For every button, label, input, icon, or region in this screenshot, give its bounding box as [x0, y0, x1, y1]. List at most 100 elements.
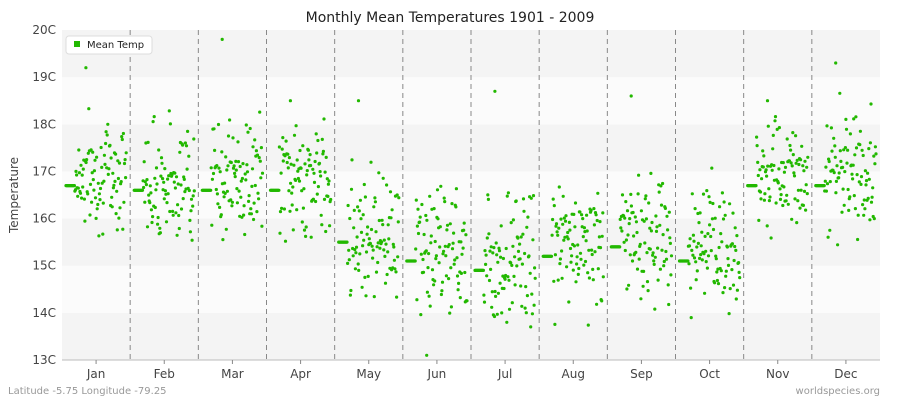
data-point	[444, 274, 448, 278]
data-point	[223, 191, 227, 195]
data-point	[364, 250, 369, 254]
data-point	[419, 252, 423, 256]
data-point	[804, 208, 808, 212]
data-point	[277, 188, 281, 192]
data-point	[298, 148, 302, 153]
data-point	[628, 253, 632, 257]
data-point	[449, 305, 453, 309]
data-point	[253, 138, 257, 142]
data-point	[152, 115, 156, 119]
x-tick-label: Jul	[497, 367, 512, 381]
data-point	[106, 122, 110, 126]
data-point	[190, 238, 194, 242]
data-point	[587, 276, 592, 280]
y-axis-ticks: 13C 14C 15C 16C 17C 18C 19C 20C	[32, 23, 56, 367]
data-point	[563, 219, 568, 223]
data-point	[390, 208, 394, 212]
data-point	[257, 197, 261, 201]
data-point	[558, 262, 562, 266]
data-point	[499, 224, 503, 228]
data-point	[580, 213, 584, 217]
data-point	[433, 239, 437, 244]
data-point	[170, 173, 174, 177]
data-point	[689, 316, 693, 320]
data-point	[424, 213, 428, 218]
data-point	[765, 174, 769, 178]
data-point	[755, 144, 759, 148]
data-point	[633, 215, 637, 219]
data-point	[856, 213, 860, 217]
data-point	[222, 195, 226, 199]
data-point	[380, 218, 384, 222]
data-point	[240, 215, 244, 219]
data-point	[690, 248, 694, 252]
data-point	[445, 228, 449, 232]
data-point	[447, 243, 451, 247]
data-point	[652, 262, 656, 266]
data-point	[590, 252, 594, 257]
data-point	[717, 245, 721, 250]
x-tick-label: Dec	[834, 367, 857, 381]
data-point	[111, 186, 115, 190]
data-point	[211, 171, 216, 176]
x-tick-label: Jun	[427, 367, 447, 381]
data-point	[83, 219, 87, 223]
data-point	[101, 201, 105, 205]
data-point	[438, 225, 442, 229]
data-point	[88, 213, 92, 217]
data-point	[521, 232, 525, 236]
data-point	[700, 230, 704, 234]
data-point	[577, 266, 581, 271]
data-point	[100, 165, 104, 169]
data-point	[866, 171, 870, 175]
data-point	[853, 207, 858, 211]
data-point	[579, 257, 583, 261]
data-point	[708, 223, 712, 227]
data-point	[385, 272, 389, 277]
data-point	[245, 163, 249, 167]
data-point	[80, 173, 84, 177]
data-point	[251, 145, 255, 149]
data-point	[498, 281, 502, 285]
data-point	[183, 190, 187, 194]
data-point	[708, 200, 712, 204]
data-point	[234, 159, 238, 163]
data-point	[140, 188, 145, 192]
data-point	[696, 241, 701, 245]
y-tick-label: 19C	[32, 70, 56, 84]
data-point	[777, 167, 781, 171]
data-point	[247, 194, 251, 198]
data-point	[566, 230, 570, 235]
data-point	[693, 207, 697, 211]
data-point	[858, 143, 862, 147]
data-point	[531, 238, 535, 242]
data-point	[487, 278, 492, 283]
data-point	[724, 274, 728, 278]
data-point	[286, 152, 290, 156]
data-point	[557, 226, 561, 230]
data-point	[212, 127, 216, 131]
data-point	[867, 177, 871, 181]
data-point	[287, 156, 291, 160]
data-point	[464, 233, 468, 237]
data-point	[702, 252, 706, 256]
data-point	[868, 218, 872, 222]
data-point	[374, 230, 378, 234]
data-point	[239, 195, 243, 199]
data-point	[644, 194, 648, 198]
data-point	[836, 243, 840, 247]
data-point-outlier	[765, 99, 770, 103]
data-point	[513, 255, 517, 259]
data-point	[758, 190, 763, 194]
data-point	[551, 217, 555, 222]
data-point	[591, 267, 595, 271]
data-point	[572, 212, 576, 216]
data-point	[587, 248, 591, 252]
data-point	[523, 306, 527, 310]
data-point	[842, 203, 846, 207]
data-point	[301, 206, 305, 210]
data-point	[760, 177, 764, 181]
data-point	[452, 262, 456, 266]
data-point	[396, 220, 400, 224]
data-point	[827, 157, 831, 161]
